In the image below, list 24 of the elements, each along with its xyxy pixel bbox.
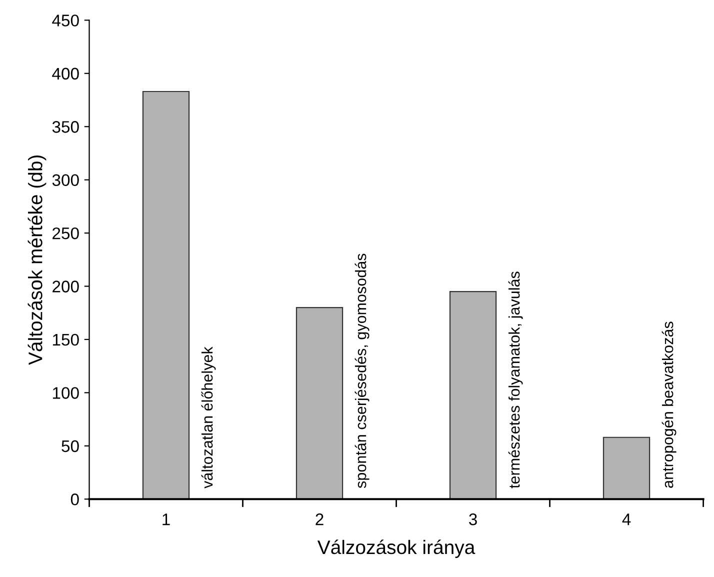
bar <box>602 436 650 500</box>
x-tick-label: 1 <box>162 514 170 526</box>
y-axis-title: Változások mértéke (db) <box>28 155 46 365</box>
y-tick-label: 100 <box>52 387 79 399</box>
y-tick-label: 400 <box>52 68 79 80</box>
annotation: természetes folyamatok, javulás <box>508 272 523 488</box>
y-tick-label: 150 <box>52 334 79 346</box>
x-axis-title: Válzozások iránya <box>317 540 476 558</box>
annotation: spontán cserjésedés, gyomosodás <box>354 254 370 488</box>
y-tick-label: 200 <box>52 280 79 292</box>
y-tick-label: 450 <box>52 14 79 26</box>
x-tick-label: 4 <box>622 514 631 526</box>
annotation: antropogén beavatkozás <box>662 322 676 488</box>
y-tick-label: 300 <box>52 174 79 186</box>
x-tick-label: 2 <box>316 513 324 526</box>
bar <box>296 306 344 500</box>
annotation: változatlan élőhelyek <box>201 346 216 488</box>
y-tick-label: 350 <box>52 121 79 133</box>
bar <box>449 291 497 500</box>
y-tick-label: 50 <box>62 440 79 452</box>
bar <box>142 90 190 500</box>
y-tick-label: 0 <box>70 494 79 506</box>
y-tick-label: 250 <box>52 227 79 240</box>
x-tick-label: 3 <box>469 513 477 526</box>
